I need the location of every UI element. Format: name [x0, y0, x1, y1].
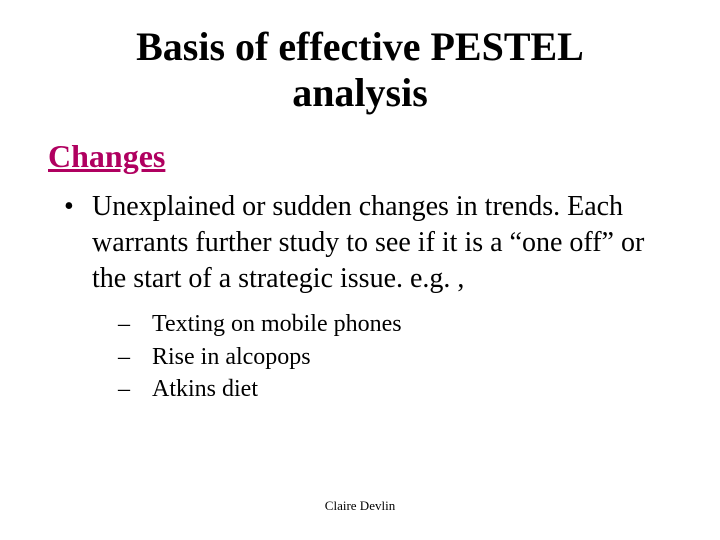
subheading: Changes [48, 138, 672, 175]
title-line-2: analysis [292, 70, 428, 115]
sub-bullet-item: – Rise in alcopops [118, 341, 672, 373]
sub-bullet-item: – Atkins diet [118, 373, 672, 405]
footer-author: Claire Devlin [0, 498, 720, 514]
slide: Basis of effective PESTEL analysis Chang… [0, 0, 720, 540]
bullet-text: Unexplained or sudden changes in trends.… [92, 189, 672, 296]
slide-title: Basis of effective PESTEL analysis [48, 24, 672, 116]
dash-icon: – [118, 308, 152, 340]
title-line-1: Basis of effective PESTEL [136, 24, 584, 69]
sub-bullet-list: – Texting on mobile phones – Rise in alc… [118, 308, 672, 405]
sub-bullet-text: Texting on mobile phones [152, 308, 402, 340]
sub-bullet-text: Atkins diet [152, 373, 258, 405]
bullet-list: • Unexplained or sudden changes in trend… [48, 189, 672, 406]
bullet-marker-icon: • [64, 189, 92, 296]
sub-bullet-text: Rise in alcopops [152, 341, 311, 373]
dash-icon: – [118, 341, 152, 373]
bullet-item: • Unexplained or sudden changes in trend… [64, 189, 672, 296]
dash-icon: – [118, 373, 152, 405]
sub-bullet-item: – Texting on mobile phones [118, 308, 672, 340]
